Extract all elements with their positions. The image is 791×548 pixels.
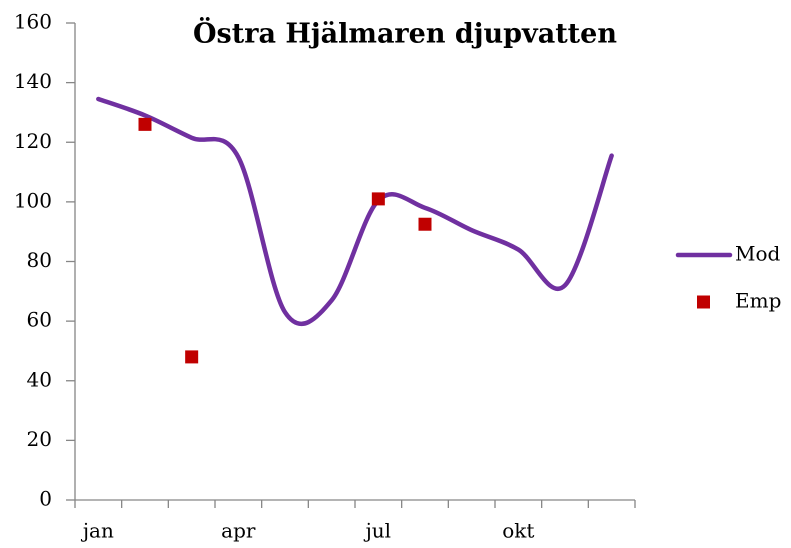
marker bbox=[138, 117, 152, 131]
y-tick-label: 100 bbox=[14, 188, 52, 212]
x-tick-label: apr bbox=[221, 519, 256, 543]
y-tick-label: 160 bbox=[14, 10, 52, 34]
x-tick-label: jul bbox=[364, 519, 391, 543]
marker bbox=[185, 350, 199, 364]
legend-label: Mod bbox=[735, 242, 781, 266]
y-tick-label: 120 bbox=[14, 129, 52, 153]
marker bbox=[371, 192, 385, 206]
x-tick-label: jan bbox=[81, 519, 114, 543]
chart-title: Östra Hjälmaren djupvatten bbox=[193, 16, 617, 50]
y-tick-label: 140 bbox=[14, 69, 52, 93]
legend-swatch bbox=[697, 295, 710, 309]
y-tick-label: 80 bbox=[27, 248, 52, 272]
y-tick-label: 40 bbox=[27, 367, 52, 391]
marker bbox=[418, 217, 432, 231]
x-tick-label: okt bbox=[502, 519, 534, 543]
legend-label: Emp bbox=[735, 289, 781, 313]
y-tick-label: 0 bbox=[39, 487, 52, 511]
line-series bbox=[96, 96, 614, 327]
y-tick-label: 20 bbox=[27, 427, 52, 451]
y-tick-label: 60 bbox=[27, 308, 52, 332]
